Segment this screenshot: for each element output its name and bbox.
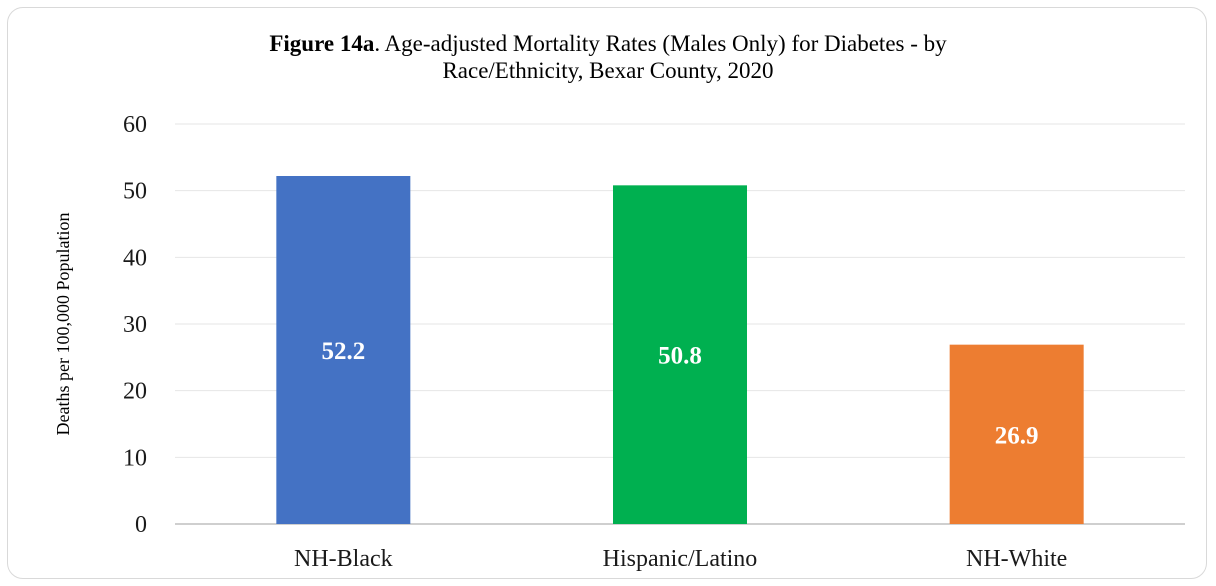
chart-title: Figure 14a. Age-adjusted Mortality Rates…: [0, 30, 1216, 84]
x-axis: NH-Black Hispanic/Latino NH-White: [294, 546, 1067, 572]
bar-hispanic-latino: [613, 185, 747, 525]
bar-nh-white: [949, 344, 1084, 524]
y-tick-label: 60: [123, 112, 147, 138]
chart-title-line1: Figure 14a. Age-adjusted Mortality Rates…: [0, 30, 1216, 57]
y-tick-label: 10: [123, 445, 147, 471]
y-tick-label: 0: [135, 512, 147, 538]
figure-label: Figure 14a: [269, 31, 375, 56]
data-label: 50.8: [658, 343, 702, 370]
x-tick-label: Hispanic/Latino: [603, 546, 758, 572]
chart-title-line2: Race/Ethnicity, Bexar County, 2020: [442, 58, 774, 83]
bar-nh-black: [276, 176, 411, 524]
y-tick-label: 30: [123, 312, 147, 338]
y-axis: 0 10 20 30 40 50 60: [123, 112, 147, 538]
data-label: 52.2: [321, 338, 365, 365]
y-tick-label: 50: [123, 179, 147, 205]
y-tick-label: 20: [123, 379, 147, 405]
y-tick-label: 40: [123, 245, 147, 271]
bars: 52.2 50.8 26.9: [276, 176, 1084, 525]
title-line1-text: . Age-adjusted Mortality Rates (Males On…: [374, 31, 947, 56]
y-axis-label: Deaths per 100,000 Population: [53, 213, 73, 436]
x-tick-label: NH-Black: [294, 546, 393, 572]
data-label: 26.9: [995, 422, 1039, 449]
x-tick-label: NH-White: [966, 546, 1067, 572]
